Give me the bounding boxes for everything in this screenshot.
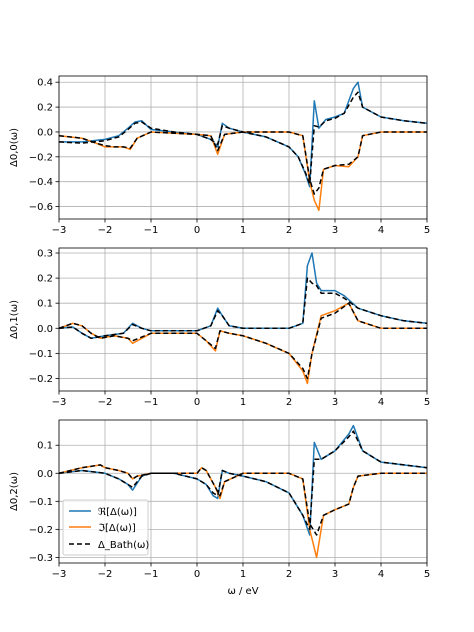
- x-tick-label: 0: [194, 225, 200, 236]
- series-line-bath-imag: [59, 131, 427, 195]
- y-tick-label: 0.1: [37, 441, 53, 452]
- x-tick-label: 4: [378, 569, 384, 580]
- legend-label-imag: ℑ[Δ(ω)]: [98, 523, 136, 534]
- y-tick-label: 0.3: [37, 249, 53, 260]
- y-tick-label: −0.2: [29, 374, 53, 385]
- y-tick-label: 0.2: [37, 103, 53, 114]
- y-axis-label: Δ0,1(ω): [9, 300, 20, 339]
- series-group: [59, 81, 427, 212]
- panel-0: −3 −2 −1 0 1 2 3 4 5 −0.6 −0.4 −0.2 0.0 0.2 0.4 Δ0,0(ω): [9, 75, 430, 236]
- series-line-bath: [59, 91, 427, 185]
- y-tick-label: 0.0: [37, 469, 53, 480]
- x-tick-label: 1: [240, 569, 246, 580]
- x-tick-label: 3: [332, 225, 338, 236]
- y-axis-label: Δ0,0(ω): [9, 128, 20, 167]
- panel-1: −3 −2 −1 0 1 2 3 4 5 −0.2 −0.1 0.0 0.1 0.2 0.3 Δ0,1(ω): [9, 247, 430, 408]
- y-tick-label: 0.0: [37, 127, 53, 138]
- y-tick-label: −0.2: [29, 152, 53, 163]
- x-tick-label: −1: [144, 397, 159, 408]
- panel-frame: [58, 419, 428, 564]
- legend-label-real: ℜ[Δ(ω)]: [98, 507, 137, 518]
- x-tick-label: −2: [98, 225, 113, 236]
- x-axis-label: ω / eV: [227, 586, 258, 597]
- series-line-bath: [59, 430, 427, 531]
- y-tick-label: 0.1: [37, 299, 53, 310]
- x-tick-label: 2: [286, 225, 292, 236]
- x-tick-label: 0: [194, 397, 200, 408]
- x-tick-label: 5: [424, 569, 430, 580]
- x-tick-label: 0: [194, 569, 200, 580]
- x-tick-label: 3: [332, 569, 338, 580]
- legend-box: [62, 499, 149, 556]
- y-tick-label: −0.2: [29, 525, 53, 536]
- x-tick-label: 2: [286, 397, 292, 408]
- x-tick-label: 4: [378, 225, 384, 236]
- x-tick-label: 2: [286, 569, 292, 580]
- panel-frame: [58, 75, 428, 220]
- panel-frame: [58, 247, 428, 392]
- x-tick-label: 5: [424, 397, 430, 408]
- x-tick-label: −2: [98, 397, 113, 408]
- x-tick-label: 3: [332, 397, 338, 408]
- y-axis-label: Δ0,2(ω): [9, 472, 20, 511]
- series-group: [59, 252, 427, 385]
- x-tick-label: 1: [240, 397, 246, 408]
- legend: ℜ[Δ(ω)] ℑ[Δ(ω)] Δ_Bath(ω): [62, 499, 149, 556]
- x-tick-label: 5: [424, 225, 430, 236]
- x-tick-label: −3: [52, 397, 67, 408]
- series-line-bath-imag: [59, 302, 427, 380]
- y-tick-label: −0.6: [29, 202, 53, 213]
- y-tick-label: 0.0: [37, 324, 53, 335]
- y-tick-label: −0.1: [29, 349, 53, 360]
- y-tick-label: −0.3: [29, 553, 53, 564]
- series-group: [59, 424, 427, 559]
- series-line-bath-imag: [59, 464, 427, 536]
- x-tick-label: −1: [144, 225, 159, 236]
- legend-label-bath: Δ_Bath(ω): [98, 540, 149, 551]
- x-tick-label: 1: [240, 225, 246, 236]
- y-tick-label: −0.1: [29, 497, 53, 508]
- y-tick-label: 0.4: [37, 78, 53, 89]
- x-tick-label: 4: [378, 397, 384, 408]
- x-tick-label: −1: [144, 569, 159, 580]
- series-line-bath: [59, 277, 427, 340]
- x-tick-label: −3: [52, 569, 67, 580]
- y-tick-label: 0.2: [37, 274, 53, 285]
- y-tick-label: −0.4: [29, 177, 53, 188]
- x-tick-label: −3: [52, 225, 67, 236]
- x-tick-label: −2: [98, 569, 113, 580]
